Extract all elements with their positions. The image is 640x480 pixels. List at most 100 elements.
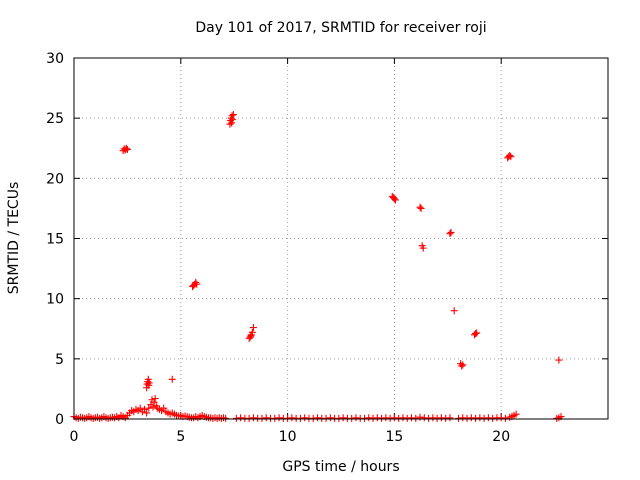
plot-frame: [73, 57, 609, 420]
data-point-plus: [416, 413, 424, 421]
data-point-plus: [446, 414, 454, 422]
data-point-plus: [228, 112, 236, 120]
data-point-plus: [373, 414, 381, 422]
data-point-plus: [382, 414, 390, 422]
data-point-plus: [454, 414, 462, 422]
x-tick-label: 20: [492, 429, 510, 445]
data-point-plus: [136, 404, 144, 412]
y-tick-label: 25: [46, 111, 64, 127]
data-point-plus: [143, 409, 151, 417]
data-point-plus: [484, 414, 492, 422]
data-point-plus: [390, 195, 398, 203]
data-point-plus: [348, 414, 356, 422]
data-point-plus: [296, 414, 304, 422]
y-tick-label: 0: [55, 412, 64, 428]
data-point-plus: [378, 414, 386, 422]
grid-lines: [74, 58, 608, 419]
x-tick-label: 0: [70, 429, 79, 445]
data-point-plus: [149, 403, 157, 411]
data-point-plus: [228, 119, 236, 127]
data-point-plus: [501, 414, 509, 422]
chart-title: Day 101 of 2017, SRMTID for receiver roj…: [195, 20, 486, 36]
data-point-plus: [412, 414, 420, 422]
data-point-plus: [150, 398, 158, 406]
data-point-plus: [433, 414, 441, 422]
data-point-plus: [447, 228, 455, 236]
data-point-plus: [262, 414, 270, 422]
data-point-plus: [193, 280, 201, 288]
y-tick-label: 5: [55, 352, 64, 368]
data-point-plus: [399, 414, 407, 422]
data-points: [70, 111, 565, 422]
y-tick-label: 15: [46, 232, 64, 248]
y-tick-label: 30: [46, 51, 64, 67]
y-tick-label: 10: [46, 292, 64, 308]
data-point-plus: [222, 414, 230, 422]
data-point-plus: [395, 414, 403, 422]
data-point-plus: [459, 361, 467, 369]
data-point-plus: [144, 375, 152, 383]
data-point-plus: [425, 414, 433, 422]
data-point-plus: [472, 330, 480, 338]
x-tick-label: 15: [385, 429, 403, 445]
data-point-plus: [480, 414, 488, 422]
data-point-plus: [467, 414, 475, 422]
data-point-plus: [369, 414, 377, 422]
data-point-plus: [507, 153, 515, 161]
x-tick-label: 10: [279, 429, 297, 445]
data-point-plus: [352, 414, 360, 422]
data-point-plus: [122, 144, 130, 152]
data-point-plus: [232, 414, 240, 422]
data-point-plus: [472, 414, 480, 422]
x-tick-label: 5: [176, 429, 185, 445]
data-point-plus: [446, 230, 454, 238]
data-point-plus: [151, 395, 159, 403]
data-point-plus: [473, 329, 481, 337]
data-point-plus: [275, 414, 283, 422]
x-axis-label: GPS time / hours: [282, 459, 399, 475]
data-point-plus: [245, 414, 253, 422]
data-point-plus: [476, 414, 484, 422]
data-point-plus: [512, 410, 520, 418]
data-point-plus: [145, 404, 153, 412]
data-point-plus: [309, 414, 317, 422]
data-point-plus: [160, 404, 168, 412]
data-point-plus: [391, 196, 399, 204]
data-point-plus: [360, 414, 368, 422]
data-point-plus: [459, 414, 467, 422]
data-point-plus: [258, 414, 266, 422]
y-tick-label: 20: [46, 171, 64, 187]
data-point-plus: [450, 307, 458, 315]
data-point-plus: [429, 414, 437, 422]
data-point-plus: [237, 414, 245, 422]
data-point-plus: [284, 414, 292, 422]
data-point-plus: [489, 414, 497, 422]
data-point-plus: [229, 115, 237, 123]
data-point-plus: [248, 328, 256, 336]
data-point-plus: [145, 379, 153, 387]
data-point-plus: [288, 414, 296, 422]
data-point-plus: [417, 204, 425, 212]
data-point-plus: [326, 414, 334, 422]
data-point-plus: [322, 414, 330, 422]
data-point-plus: [420, 414, 428, 422]
data-point-plus: [390, 414, 398, 422]
data-point-plus: [463, 414, 471, 422]
data-point-plus: [442, 414, 450, 422]
data-point-plus: [506, 151, 514, 159]
data-point-plus: [247, 332, 255, 340]
data-point-plus: [437, 414, 445, 422]
data-point-plus: [555, 356, 563, 364]
data-point-plus: [249, 414, 257, 422]
data-point-plus: [386, 414, 394, 422]
data-point-plus: [407, 414, 415, 422]
data-point-plus: [339, 414, 347, 422]
data-point-plus: [229, 111, 237, 119]
data-point-plus: [314, 414, 322, 422]
data-point-plus: [458, 362, 466, 370]
data-point-plus: [271, 414, 279, 422]
axis-ticks: 0 5 10 15 20 0 5 10 15 20 25 30: [46, 51, 608, 445]
y-axis-label: SRMTID / TECUs: [6, 182, 22, 295]
data-point-plus: [365, 414, 373, 422]
